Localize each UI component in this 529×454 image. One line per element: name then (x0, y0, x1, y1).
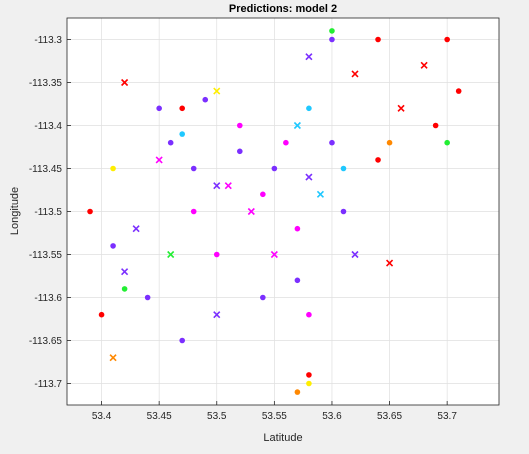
scatter-point (271, 165, 278, 172)
x-tick-label: 53.5 (207, 411, 227, 422)
y-tick-label: -113.35 (29, 78, 63, 89)
scatter-point (294, 225, 301, 232)
scatter-point (260, 294, 266, 301)
scatter-point (306, 105, 312, 112)
scatter-point (340, 165, 347, 172)
y-tick-label: -113.6 (34, 293, 62, 304)
scatter-point-x (213, 311, 221, 319)
x-tick-label: 53.55 (262, 411, 287, 422)
scatter-point (375, 157, 381, 163)
scatter-point (179, 131, 185, 137)
scatter-point (98, 311, 105, 318)
scatter-point (190, 165, 197, 172)
y-tick-label: -113.4 (34, 121, 62, 132)
scatter-point-x (132, 225, 140, 233)
scatter-point (202, 96, 209, 103)
scatter-point (237, 122, 243, 129)
scatter-point (432, 122, 439, 129)
y-tick-label: -113.55 (29, 250, 63, 261)
scatter-point (121, 286, 128, 292)
y-tick-label: -113.65 (29, 336, 63, 347)
chart-title: Predictions: model 2 (229, 3, 337, 15)
scatter-point-x (213, 182, 221, 190)
scatter-point-x (247, 207, 255, 216)
scatter-point (156, 105, 162, 112)
scatter-point (329, 139, 335, 146)
scatter-point (306, 372, 312, 378)
scatter-point-x (109, 354, 117, 362)
scatter-point-x (305, 53, 313, 61)
scatter-point-x (213, 87, 221, 95)
scatter-point (283, 139, 289, 146)
scatter-point-x (270, 250, 278, 259)
scatter-point (386, 139, 393, 146)
scatter-point (110, 165, 116, 172)
grid-lines (67, 18, 499, 405)
x-tick-label: 53.4 (92, 411, 112, 422)
scatter-point-x (305, 173, 313, 181)
scatter-point-x (155, 156, 163, 164)
scatter-point (444, 139, 450, 146)
scatter-point (329, 28, 335, 34)
scatter-point (179, 105, 185, 112)
scatter-point-x (397, 104, 405, 112)
scatter-point-x (121, 78, 129, 87)
scatter-point (167, 139, 174, 146)
x-axis-label: Latitude (263, 432, 302, 444)
scatter-point (329, 36, 335, 43)
scatter-point (110, 243, 116, 249)
data-points (87, 28, 462, 395)
scatter-point (179, 337, 185, 344)
x-tick-label: 53.45 (147, 411, 172, 422)
scatter-point (237, 148, 243, 155)
scatter-point-x (293, 121, 301, 130)
scatter-point (87, 208, 93, 215)
scatter-point (213, 251, 220, 258)
axis-ticks: 53.4 53.45 53.5 53.55 53.6 53.65 53.7 -113.3 -11… (29, 35, 458, 422)
scatter-point (294, 277, 301, 284)
scatter-point-x (351, 250, 359, 259)
y-axis-label: Longitude (9, 187, 21, 235)
scatter-point (144, 294, 151, 301)
scatter-point-x (121, 268, 129, 276)
scatter-point (444, 36, 450, 43)
y-tick-label: -113.7 (34, 379, 62, 390)
scatter-point (190, 208, 197, 215)
scatter-point (306, 311, 312, 318)
scatter-point (455, 88, 462, 94)
x-tick-label: 53.65 (377, 411, 402, 422)
scatter-point (294, 389, 301, 395)
scatter-point-x (351, 70, 359, 78)
x-tick-label: 53.6 (322, 411, 342, 422)
scatter-point (375, 36, 381, 43)
y-tick-label: -113.45 (29, 164, 63, 175)
scatter-point (260, 191, 266, 198)
scatter-point-x (316, 190, 325, 198)
scatter-point-x (167, 250, 175, 259)
scatter-point (340, 208, 347, 215)
scatter-point (306, 380, 312, 387)
y-tick-label: -113.5 (34, 207, 62, 218)
scatter-point-x (420, 61, 428, 69)
scatter-point-x (224, 182, 232, 190)
y-tick-label: -113.3 (34, 35, 62, 46)
x-tick-label: 53.7 (437, 411, 457, 422)
scatter-point-x (385, 259, 394, 267)
